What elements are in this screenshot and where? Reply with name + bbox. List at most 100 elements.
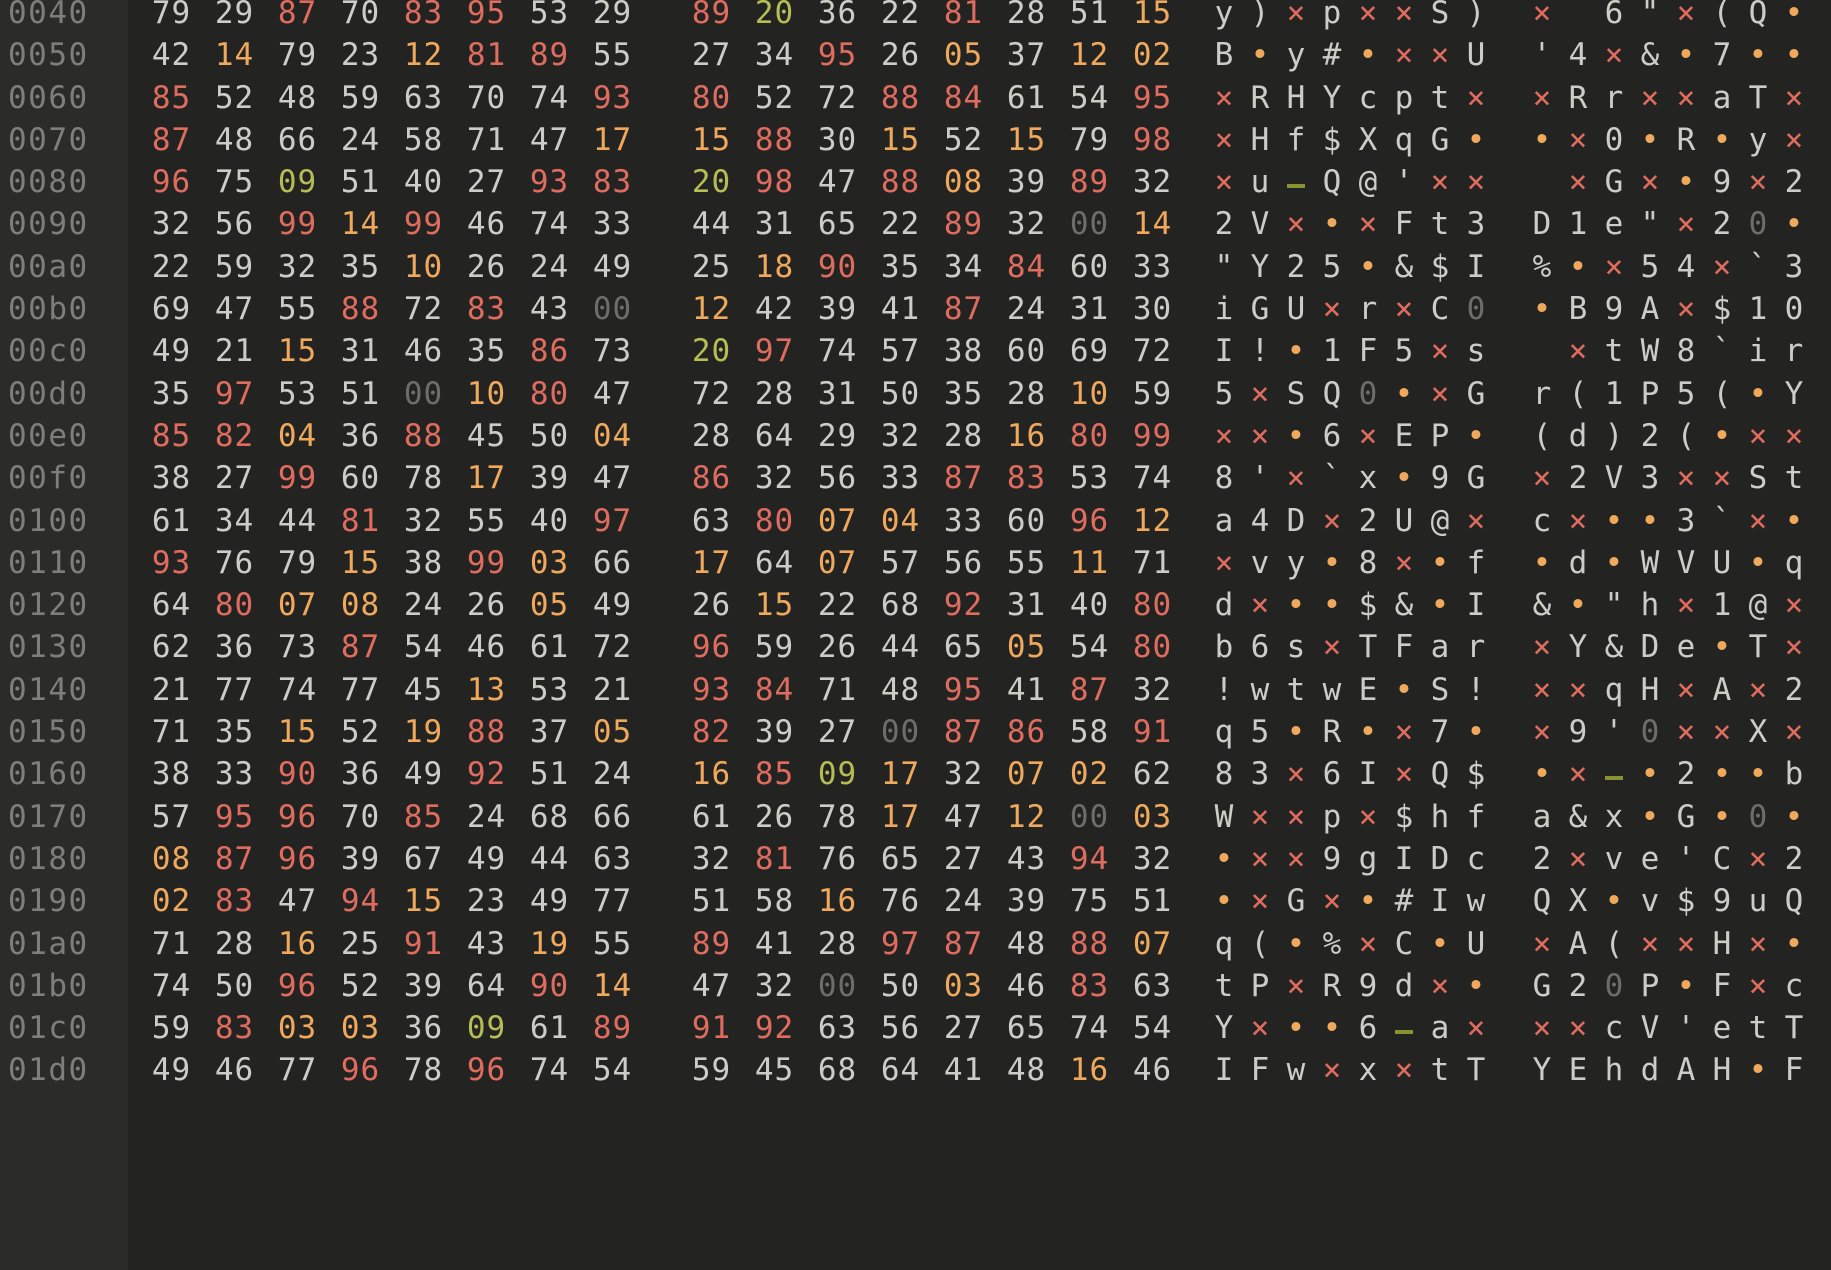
ascii-glyph[interactable]: `: [1712, 333, 1732, 370]
ascii-glyph[interactable]: q: [1604, 671, 1624, 708]
ascii-glyph[interactable]: ×: [1286, 460, 1306, 497]
ascii-glyph[interactable]: &: [1394, 248, 1414, 285]
hex-bytes[interactable]: 79 29 87 70 83 95 53 29 89 20 36 22 81 28 51 15: [128, 0, 1188, 34]
hex-byte[interactable]: 14: [1132, 206, 1173, 243]
ascii-glyph[interactable]: ×: [1568, 1010, 1588, 1047]
hex-row[interactable]: 0040 79 29 87 70 83 95 53 29 89 20 36 22 81 28 51 15 y) × p…: [0, 0, 1831, 34]
ascii-glyph[interactable]: ×: [1322, 883, 1342, 920]
ascii-glyph[interactable]: •: [1640, 502, 1660, 539]
ascii-glyph[interactable]: ×: [1394, 1052, 1414, 1089]
hex-bytes[interactable]: 87 48 66 24 58 71 47 17 15 88 30 15 52 15 79 98: [128, 119, 1188, 161]
ascii-glyph[interactable]: a: [1532, 798, 1552, 835]
ascii-glyph[interactable]: ×: [1250, 587, 1270, 624]
ascii-glyph[interactable]: ×: [1358, 417, 1378, 454]
hex-byte[interactable]: 88: [754, 121, 795, 158]
hex-byte[interactable]: 83: [214, 883, 255, 920]
hex-byte[interactable]: 15: [340, 544, 381, 581]
hex-byte[interactable]: 45: [403, 671, 444, 708]
ascii-glyph[interactable]: $: [1430, 248, 1450, 285]
ascii-glyph[interactable]: R: [1322, 967, 1342, 1004]
ascii-glyph[interactable]: ×: [1466, 164, 1486, 201]
ascii-glyph[interactable]: ×: [1250, 1010, 1270, 1047]
hex-byte[interactable]: 54: [1132, 1010, 1173, 1047]
ascii-glyph[interactable]: Y: [1214, 1010, 1234, 1047]
hex-byte[interactable]: 63: [403, 79, 444, 116]
ascii-glyph[interactable]: t: [1604, 333, 1624, 370]
hex-byte[interactable]: 97: [592, 502, 633, 539]
hex-byte[interactable]: 22: [880, 0, 921, 31]
ascii-glyph[interactable]: ×: [1250, 840, 1270, 877]
hex-byte[interactable]: 32: [403, 502, 444, 539]
hex-byte[interactable]: 55: [277, 291, 318, 328]
ascii-glyph[interactable]: h: [1640, 587, 1660, 624]
hex-byte[interactable]: 75: [214, 164, 255, 201]
hex-byte[interactable]: 59: [151, 1010, 192, 1047]
ascii-glyph[interactable]: (: [1712, 375, 1732, 412]
ascii-glyph[interactable]: 9: [1430, 460, 1450, 497]
hex-byte[interactable]: 10: [466, 375, 507, 412]
hex-byte[interactable]: 27: [214, 460, 255, 497]
ascii-glyph[interactable]: F: [1250, 1052, 1270, 1089]
hex-row[interactable]: 0050 42 14 79 23 12 81 89 55 27 34 95 26 05 37 12 02 B • y #…: [0, 34, 1831, 76]
hex-byte[interactable]: 33: [214, 756, 255, 793]
hex-byte[interactable]: 15: [277, 333, 318, 370]
hex-byte[interactable]: 16: [1069, 1052, 1110, 1089]
ascii-glyph[interactable]: Q: [1532, 883, 1552, 920]
ascii-glyph[interactable]: f: [1286, 121, 1306, 158]
hex-byte[interactable]: 22: [817, 587, 858, 624]
hex-byte[interactable]: 81: [340, 502, 381, 539]
ascii-glyph[interactable]: a: [1430, 629, 1450, 666]
ascii-glyph[interactable]: i: [1214, 291, 1234, 328]
hex-byte[interactable]: 65: [943, 629, 984, 666]
hex-row[interactable]: 00b0 69 47 55 88 72 83 43 00 12 42 39 41 87 24 31 30 i G U ×…: [0, 288, 1831, 330]
ascii-glyph[interactable]: &: [1568, 798, 1588, 835]
hex-byte[interactable]: 23: [340, 37, 381, 74]
hex-byte[interactable]: 40: [1069, 587, 1110, 624]
ascii-glyph[interactable]: ×: [1358, 798, 1378, 835]
ascii-glyph[interactable]: •: [1358, 883, 1378, 920]
hex-bytes[interactable]: 08 87 96 39 67 49 44 63 32 81 76 65 27 43 94 32: [128, 838, 1188, 880]
hex-byte[interactable]: 36: [340, 417, 381, 454]
hex-byte[interactable]: 33: [1132, 248, 1173, 285]
ascii-glyph[interactable]: ×: [1676, 206, 1696, 243]
ascii-glyph[interactable]: ×: [1604, 248, 1624, 285]
hex-byte[interactable]: 98: [754, 164, 795, 201]
ascii-glyph[interactable]: R: [1568, 79, 1588, 116]
ascii-glyph[interactable]: ×: [1250, 417, 1270, 454]
ascii-glyph[interactable]: Y: [1322, 79, 1342, 116]
hex-byte[interactable]: 82: [691, 714, 732, 751]
ascii-glyph[interactable]: ×: [1568, 840, 1588, 877]
ascii-glyph[interactable]: ×: [1322, 1052, 1342, 1089]
hex-byte[interactable]: 05: [529, 587, 570, 624]
hex-byte[interactable]: 49: [403, 756, 444, 793]
ascii-glyph[interactable]: •: [1748, 1052, 1768, 1089]
hex-byte[interactable]: 09: [817, 756, 858, 793]
hex-byte[interactable]: 86: [1006, 714, 1047, 751]
ascii-glyph[interactable]: ×: [1286, 206, 1306, 243]
hex-byte[interactable]: 85: [151, 417, 192, 454]
hex-byte[interactable]: 69: [151, 291, 192, 328]
ascii-glyph[interactable]: X: [1568, 883, 1588, 920]
hex-byte[interactable]: 94: [340, 883, 381, 920]
hex-byte[interactable]: 12: [1069, 37, 1110, 74]
ascii-glyph[interactable]: [1524, 161, 1560, 203]
ascii-glyph[interactable]: •: [1640, 798, 1660, 835]
ascii-glyph[interactable]: ): [1250, 0, 1270, 31]
ascii-glyph[interactable]: ×: [1748, 967, 1768, 1004]
hex-byte[interactable]: 46: [466, 206, 507, 243]
ascii-glyph[interactable]: S: [1748, 460, 1768, 497]
ascii-glyph[interactable]: C: [1394, 925, 1414, 962]
ascii-glyph[interactable]: (: [1604, 925, 1624, 962]
hex-row[interactable]: 0150 71 35 15 52 19 88 37 05 82 39 27 00 87 86 58 91 q 5 • R…: [0, 711, 1831, 753]
hex-byte[interactable]: 19: [403, 714, 444, 751]
ascii-glyph[interactable]: •: [1640, 121, 1660, 158]
ascii-glyph[interactable]: •: [1358, 248, 1378, 285]
ascii-glyph[interactable]: E: [1568, 1052, 1588, 1089]
hex-bytes[interactable]: 59 83 03 03 36 09 61 89 91 92 63 56 27 65 74 54: [128, 1007, 1188, 1049]
ascii-glyph[interactable]: w: [1250, 671, 1270, 708]
ascii-glyph[interactable]: p: [1322, 798, 1342, 835]
hex-byte[interactable]: 32: [880, 417, 921, 454]
ascii-glyph[interactable]: W: [1640, 544, 1660, 581]
ascii-glyph[interactable]: ×: [1358, 0, 1378, 31]
